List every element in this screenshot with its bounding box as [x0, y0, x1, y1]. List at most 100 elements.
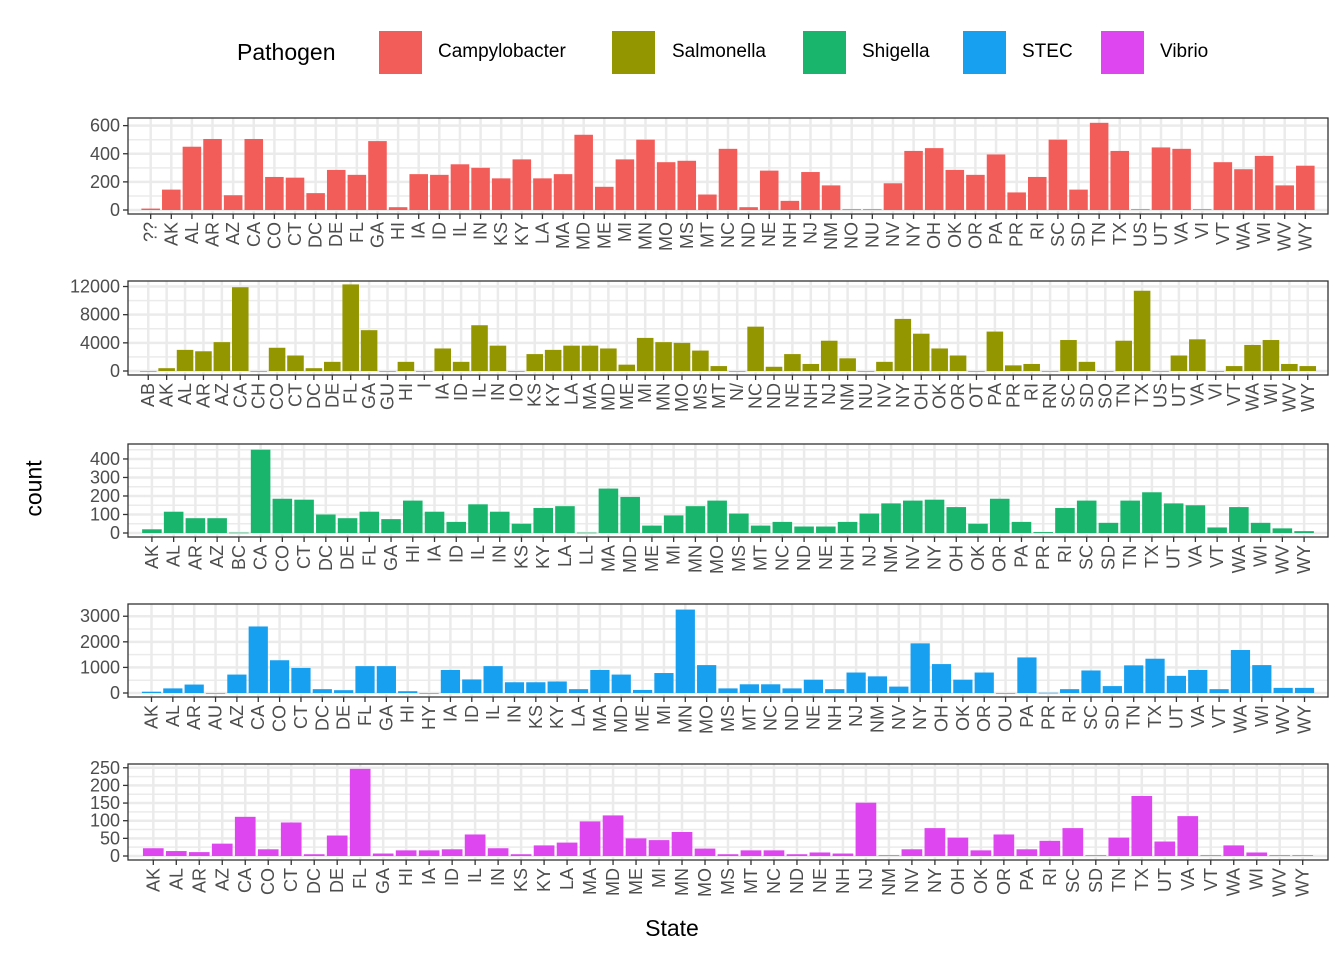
- x-tick-label: ND: [739, 222, 759, 248]
- bar-stec-DE: [334, 690, 354, 693]
- bar-stec-NH: [825, 689, 845, 693]
- bar-shigella-ID: [446, 521, 467, 533]
- x-tick-label: OH: [911, 383, 931, 410]
- bar-salmonella-IL: [471, 325, 488, 371]
- bar-vibrio-KS: [510, 854, 532, 856]
- x-tick-label: ID: [442, 868, 462, 886]
- bar-campylobacter-VI: [1192, 209, 1212, 210]
- y-tick-label: 2000: [80, 632, 120, 652]
- bar-vibrio-PA: [1016, 849, 1038, 856]
- bar-campylobacter-VT: [1213, 162, 1233, 210]
- bar-shigella-AR: [185, 518, 206, 533]
- x-tick-label: NE: [803, 705, 823, 730]
- x-tick-label: OR: [948, 383, 968, 410]
- x-tick-label: UT: [1169, 383, 1189, 407]
- x-tick-label: AZ: [212, 868, 232, 891]
- bar-stec-MI: [654, 673, 674, 693]
- bar-salmonella-IO: [508, 371, 525, 372]
- x-tick-label: CA: [235, 868, 255, 893]
- x-tick-label: PA: [985, 383, 1005, 406]
- bar-salmonella-IA: [434, 348, 452, 371]
- bar-campylobacter-MA: [553, 174, 573, 210]
- legend-label-vibrio: Vibrio: [1160, 41, 1209, 62]
- bar-salmonella-NM: [839, 358, 856, 371]
- x-tick-label: TN: [1124, 705, 1144, 729]
- x-tick-label: DE: [327, 868, 347, 893]
- x-tick-label: IL: [468, 545, 488, 560]
- bar-campylobacter-IN: [471, 167, 490, 210]
- bar-shigella-IL: [468, 504, 488, 533]
- bar-shigella-OH: [946, 507, 967, 533]
- x-tick-label: WY: [1295, 222, 1315, 251]
- bar-vibrio-DE: [326, 835, 348, 856]
- bar-vibrio-MS: [717, 854, 739, 856]
- x-tick-label: IN: [490, 545, 510, 563]
- x-tick-label: AB: [138, 383, 158, 407]
- x-tick-label: GA: [381, 545, 401, 571]
- x-tick-label: NJ: [800, 222, 820, 244]
- bar-vibrio-NH: [832, 853, 854, 856]
- bar-campylobacter-WA: [1234, 169, 1253, 210]
- x-tick-label: ME: [617, 383, 637, 410]
- x-tick-label: RI: [1027, 222, 1047, 240]
- x-tick-label: LA: [569, 705, 589, 727]
- x-tick-label: MS: [718, 868, 738, 895]
- bar-vibrio-OK: [970, 850, 992, 856]
- bar-shigella-VT: [1207, 527, 1227, 533]
- x-tick-label: NE: [759, 222, 779, 247]
- bar-vibrio-MN: [671, 832, 693, 856]
- y-tick-label: 0: [110, 200, 120, 220]
- bar-salmonella-CH: [250, 371, 267, 372]
- panel-border: [127, 443, 1329, 538]
- legend-key-campylobacter: [379, 31, 422, 74]
- bar-vibrio-FL: [349, 768, 371, 856]
- bar-stec-NV: [889, 686, 909, 693]
- x-tick-label: LL: [577, 545, 597, 565]
- bar-shigella-MD: [620, 496, 640, 533]
- bar-campylobacter-NC: [718, 148, 738, 210]
- x-tick-label: TX: [1132, 383, 1152, 406]
- bar-campylobacter-WY: [1296, 165, 1315, 210]
- x-tick-label: MD: [620, 545, 640, 573]
- x-tick-label: ND: [787, 868, 807, 894]
- x-tick-label: ND: [782, 705, 802, 731]
- bar-shigella-AL: [163, 511, 184, 533]
- x-tick-label: NH: [838, 545, 858, 571]
- bar-shigella-PA: [1011, 521, 1032, 533]
- x-tick-label: MS: [690, 383, 710, 410]
- bar-shigella-ME: [642, 525, 662, 533]
- bar-campylobacter-NM: [821, 185, 841, 210]
- bar-salmonella-IN: [489, 345, 507, 371]
- x-tick-label: MO: [707, 545, 727, 574]
- bar-salmonella-AB: [139, 371, 157, 372]
- x-tick-label: OR: [990, 545, 1010, 572]
- bar-salmonella-MO: [673, 342, 691, 371]
- x-tick-label: MI: [664, 545, 684, 565]
- bar-vibrio-AR: [188, 852, 210, 856]
- x-tick-label: IN: [504, 705, 524, 723]
- bar-campylobacter-NV: [883, 183, 903, 210]
- x-tick-label: NC: [746, 383, 766, 409]
- x-tick-label: NH: [801, 383, 821, 409]
- legend-label-stec: STEC: [1022, 41, 1073, 62]
- x-tick-label: MT: [751, 545, 771, 571]
- bar-shigella-MS: [729, 513, 749, 533]
- bar-campylobacter-PA: [986, 154, 1006, 210]
- x-tick-label: ??: [141, 222, 161, 242]
- bar-shigella-NJ: [859, 513, 880, 533]
- bar-salmonella-GA: [360, 330, 378, 371]
- bar-vibrio-MO: [694, 848, 716, 856]
- x-tick-label: NE: [782, 383, 802, 408]
- x-tick-label: NE: [810, 868, 830, 893]
- bar-shigella-IA: [424, 511, 445, 533]
- x-tick-label: ME: [633, 705, 653, 732]
- x-tick-label: CT: [291, 705, 311, 729]
- bar-stec-MT: [739, 684, 759, 693]
- bar-stec-OH: [931, 664, 952, 693]
- bar-stec-AK: [141, 691, 162, 693]
- bar-vibrio-WI: [1246, 852, 1268, 856]
- bar-campylobacter-TN: [1089, 122, 1109, 210]
- x-tick-label: TX: [1132, 868, 1152, 891]
- bar-campylobacter-AZ: [223, 195, 243, 210]
- x-tick-label: WY: [1295, 705, 1315, 734]
